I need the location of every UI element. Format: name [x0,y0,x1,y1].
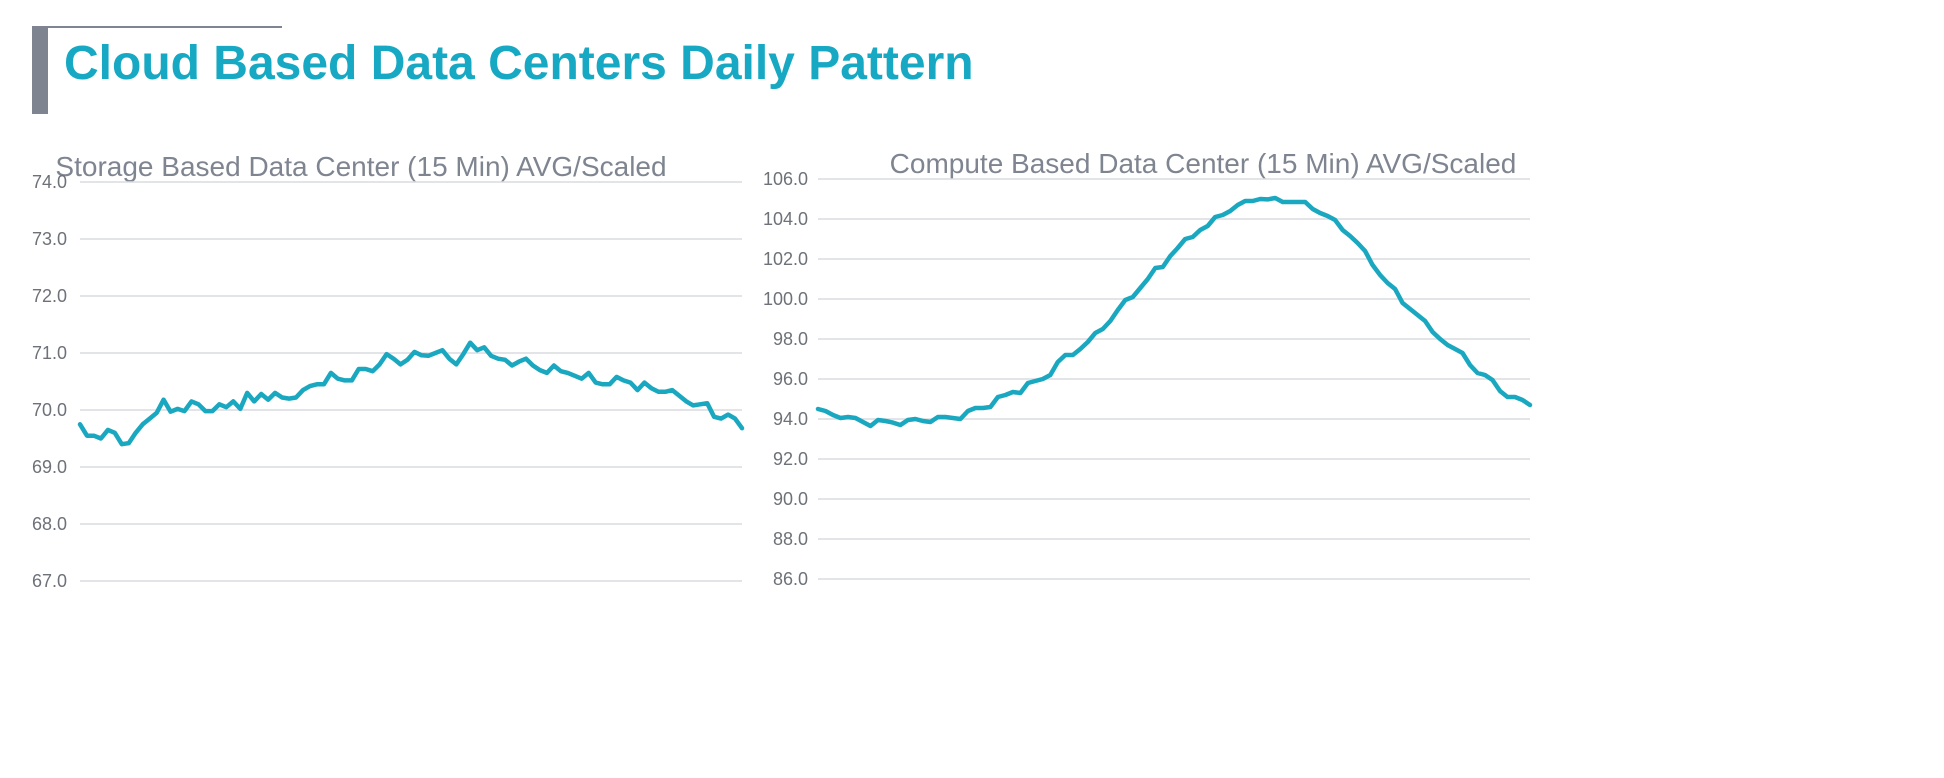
title-accent-line [48,26,282,28]
y-tick-label: 67.0 [32,571,67,591]
y-tick-label: 68.0 [32,514,67,534]
y-tick-label: 88.0 [773,529,808,549]
series-line [815,195,1533,429]
y-tick-label: 106.0 [763,169,808,189]
chart-title: Storage Based Data Center (15 Min) AVG/S… [55,151,666,182]
y-tick-label: 70.0 [32,400,67,420]
page-title: Cloud Based Data Centers Daily Pattern [64,37,974,90]
y-tick-label: 94.0 [773,409,808,429]
y-tick-label: 69.0 [32,457,67,477]
y-tick-label: 100.0 [763,289,808,309]
title-block: Cloud Based Data Centers Daily Pattern [32,26,1132,114]
chart-title: Compute Based Data Center (15 Min) AVG/S… [890,148,1517,179]
series-line [77,340,745,447]
title-accent-bar [32,26,48,114]
y-tick-label: 90.0 [773,489,808,509]
compute-chart-svg: Compute Based Data Center (15 Min) AVG/S… [763,148,1533,589]
y-tick-label: 71.0 [32,343,67,363]
storage-chart: Storage Based Data Center (15 Min) AVG/S… [30,150,940,750]
y-tick-label: 86.0 [773,569,808,589]
y-tick-label: 92.0 [773,449,808,469]
y-tick-label: 96.0 [773,369,808,389]
storage-chart-svg: Storage Based Data Center (15 Min) AVG/S… [32,151,745,591]
y-tick-label: 74.0 [32,172,67,192]
y-tick-label: 72.0 [32,286,67,306]
compute-chart: Compute Based Data Center (15 Min) AVG/S… [763,148,1920,750]
y-tick-label: 73.0 [32,229,67,249]
y-tick-label: 98.0 [773,329,808,349]
y-tick-label: 104.0 [763,209,808,229]
y-tick-label: 102.0 [763,249,808,269]
